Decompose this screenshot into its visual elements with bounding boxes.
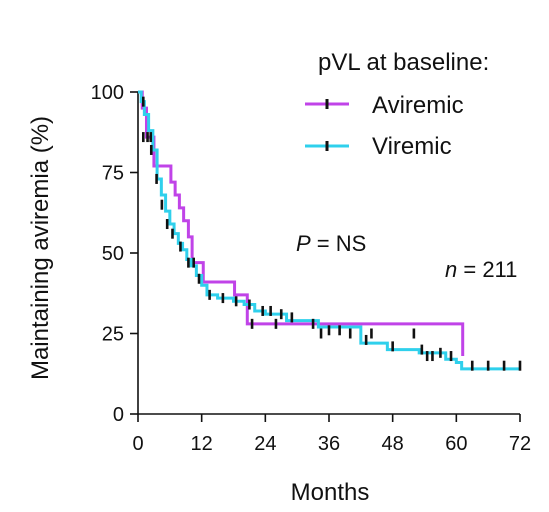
plot-area	[138, 90, 522, 371]
x-tick-label: 12	[191, 433, 213, 455]
x-tick-label: 72	[509, 433, 531, 455]
legend-title: pVL at baseline:	[318, 49, 489, 76]
y-axis-label: Maintaining aviremia (%)	[27, 116, 54, 380]
y-tick-label: 0	[113, 404, 124, 426]
x-axis-label: Months	[291, 479, 370, 506]
x-tick-label: 24	[254, 433, 276, 455]
legend-entry-viremic: Viremic	[372, 133, 452, 160]
y-tick-label: 100	[91, 82, 124, 104]
p-value-annotation: P = NS	[296, 231, 366, 256]
x-tick-label: 48	[382, 433, 404, 455]
legend-entry-aviremic: Aviremic	[372, 92, 464, 119]
axes: 0 12 24 36 48 60 72 0 25 50 75 100	[91, 82, 532, 455]
series-line-aviremic	[138, 90, 465, 357]
n-count-annotation: n = 211	[445, 257, 517, 282]
y-tick-label: 50	[102, 243, 124, 265]
y-tick-label: 75	[102, 163, 124, 185]
y-tick-label: 25	[102, 324, 124, 346]
x-tick-label: 60	[445, 433, 467, 455]
x-tick-label: 36	[318, 433, 340, 455]
x-tick-label: 0	[132, 433, 143, 455]
legend: pVL at baseline: Aviremic Viremic	[305, 49, 489, 160]
